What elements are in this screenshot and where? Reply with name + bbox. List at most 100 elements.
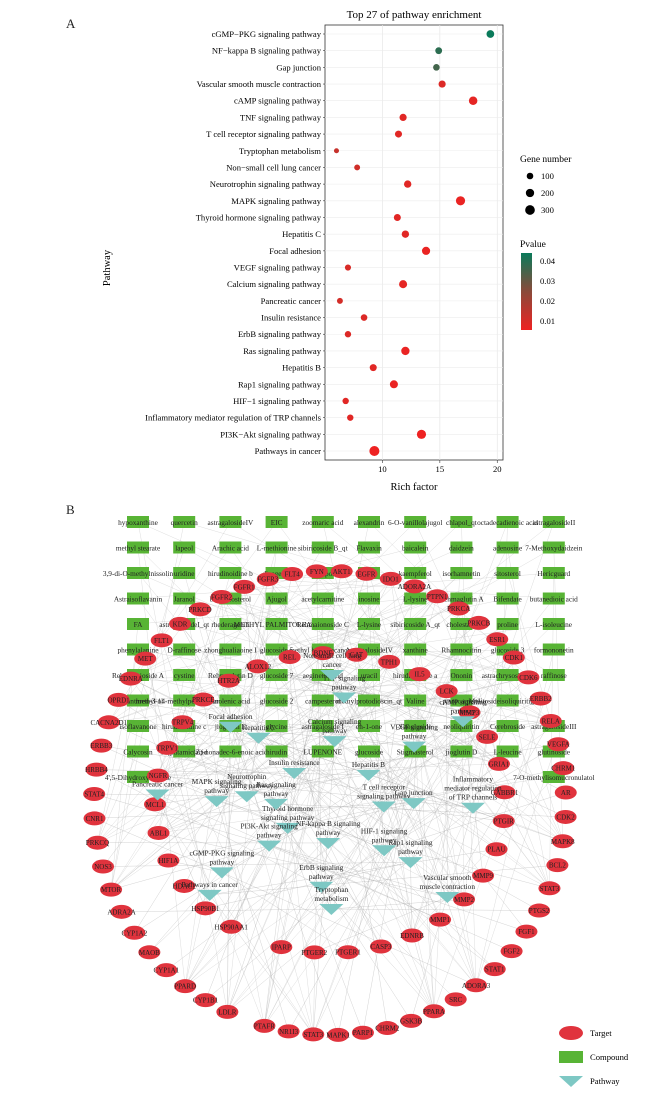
y-tick-label: Pathways in cancer — [255, 446, 321, 456]
target-label: BCL2 — [549, 862, 567, 870]
target-node: MMP9 — [472, 869, 494, 883]
target-label: AKT1 — [333, 568, 351, 576]
target-node: NOS3 — [92, 860, 114, 874]
compound-label: isorhamnetin — [442, 569, 480, 578]
target-label: CASP3 — [370, 943, 392, 951]
target-node: SELE — [476, 730, 498, 744]
compound-label: quercetin — [171, 518, 198, 527]
legend-item-compound: Compound — [559, 1051, 629, 1063]
target-label: FGFR1 — [234, 583, 256, 591]
compound-label: linolenic acid — [211, 697, 251, 706]
target-label: SELE — [479, 733, 496, 741]
size-legend-label: 300 — [541, 205, 554, 215]
pathway-label: Hepatitis B — [352, 760, 385, 769]
color-bar — [521, 253, 532, 330]
target-node: ABL1 — [148, 826, 170, 840]
compound-label: Rhamnocitrin — [441, 646, 481, 655]
x-tick-label: 15 — [436, 464, 445, 474]
y-tick-label: Gap junction — [276, 62, 321, 72]
target-node: PLAU — [485, 842, 507, 856]
pathway-label: pathway — [322, 726, 347, 735]
compound-node: Rehmaionoside C — [297, 618, 349, 630]
compound-node: zoomaric acid — [302, 516, 343, 528]
pathway-label: HIF-1 signaling — [361, 826, 408, 835]
target-node: FGFR2 — [211, 590, 233, 604]
compound-label: adenosine — [493, 544, 522, 553]
target-node: MTOR — [100, 883, 122, 897]
pathway-label: Pancreatic cancer — [132, 780, 184, 789]
data-point — [402, 230, 409, 237]
target-label: NR1I3 — [279, 1028, 299, 1036]
compound-node: Ajugol — [266, 593, 288, 605]
compound-node: D-raffinose — [167, 644, 201, 656]
color-legend-label: 0.04 — [540, 256, 556, 266]
data-point — [334, 148, 339, 153]
legend-label: Pathway — [590, 1076, 620, 1086]
y-tick-label: Inflammatory mediator regulation of TRP … — [145, 413, 322, 423]
pathway-label: metabolism — [314, 894, 348, 903]
target-label: CHRM2 — [375, 1025, 400, 1033]
target-node: CNR1 — [84, 811, 106, 825]
target-label: PRKCB — [467, 619, 490, 627]
pathway-label: cGMP-PKG signaling — [190, 848, 255, 857]
color-legend-label: 0.03 — [540, 276, 555, 286]
compound-label: butanedioic acid — [530, 595, 578, 604]
target-label: CYP1A2 — [122, 929, 148, 937]
compound-node: 7-Methoxydaidzein — [525, 542, 582, 554]
target-label: PTGS2 — [529, 907, 550, 915]
compound-label: inosine — [358, 595, 379, 604]
compound-label: L-methionine — [257, 544, 297, 553]
y-tick-label: Hepatitis B — [282, 363, 321, 373]
target-node: PPARD — [174, 979, 196, 993]
target-label: STAT4 — [84, 790, 104, 798]
target-label: CDK2 — [556, 813, 575, 821]
target-label: ABL1 — [150, 829, 168, 837]
target-node: FLT4 — [281, 567, 303, 581]
y-tick-label: HIF−1 signaling pathway — [233, 396, 322, 406]
data-point — [342, 398, 348, 404]
target-label: MET — [138, 655, 154, 663]
target-label: HRBB4 — [85, 766, 108, 774]
target-label: CDK1 — [505, 654, 524, 662]
pathway-label: PI3K-Akt signaling — [240, 822, 298, 831]
pathway-label: pathway — [316, 828, 341, 837]
target-label: ADRA2A — [107, 908, 135, 916]
compound-label: sibiricoside A_qt — [390, 620, 440, 629]
target-node: FYN — [306, 564, 328, 578]
target-label: VEGFA — [547, 741, 570, 749]
target-label: FYN — [310, 568, 324, 576]
target-label: FGFR3 — [257, 576, 279, 584]
pathway-label: cancer — [323, 660, 343, 669]
target-label: IL5 — [414, 671, 425, 679]
compound-node: methyl stearate — [116, 542, 160, 554]
compound-label: 3,9-di-O-methylnissolin — [103, 569, 174, 578]
compound-label: methyl stearate — [116, 544, 160, 553]
y-tick-label: Neurotrophin signaling pathway — [210, 179, 322, 189]
y-tick-label: Non−small cell lung cancer — [226, 162, 321, 172]
y-tick-label: cGMP−PKG signaling pathway — [212, 29, 322, 39]
color-legend-title: Pvalue — [520, 240, 546, 250]
compound-node: acetylcarnitine — [301, 593, 344, 605]
pathway-label: Inflammatory — [453, 775, 493, 784]
compound-node: formononetin — [534, 644, 574, 656]
target-node: AKT1 — [331, 564, 353, 578]
compound-node: raffinose — [541, 669, 567, 681]
compound-label: hypoxanthine — [118, 518, 158, 527]
compound-label: Jaranol — [174, 595, 195, 604]
target-label: MTOR — [101, 886, 121, 894]
target-label: MMP2 — [454, 896, 474, 904]
target-node: EDNRB — [400, 929, 424, 943]
edge — [368, 775, 434, 1011]
compound-label: uridine — [174, 569, 195, 578]
target-label: ADORA3 — [462, 982, 491, 990]
compound-label: hirudinoidine b — [208, 569, 253, 578]
compound-label: alexandrin — [354, 518, 385, 527]
target-node: TPH1 — [378, 655, 400, 669]
compound-node: lapeol — [173, 542, 195, 554]
target-label: CNR1 — [86, 815, 104, 823]
compound-label: L-lysine — [403, 595, 427, 604]
target-label: EDNRB — [400, 932, 424, 940]
